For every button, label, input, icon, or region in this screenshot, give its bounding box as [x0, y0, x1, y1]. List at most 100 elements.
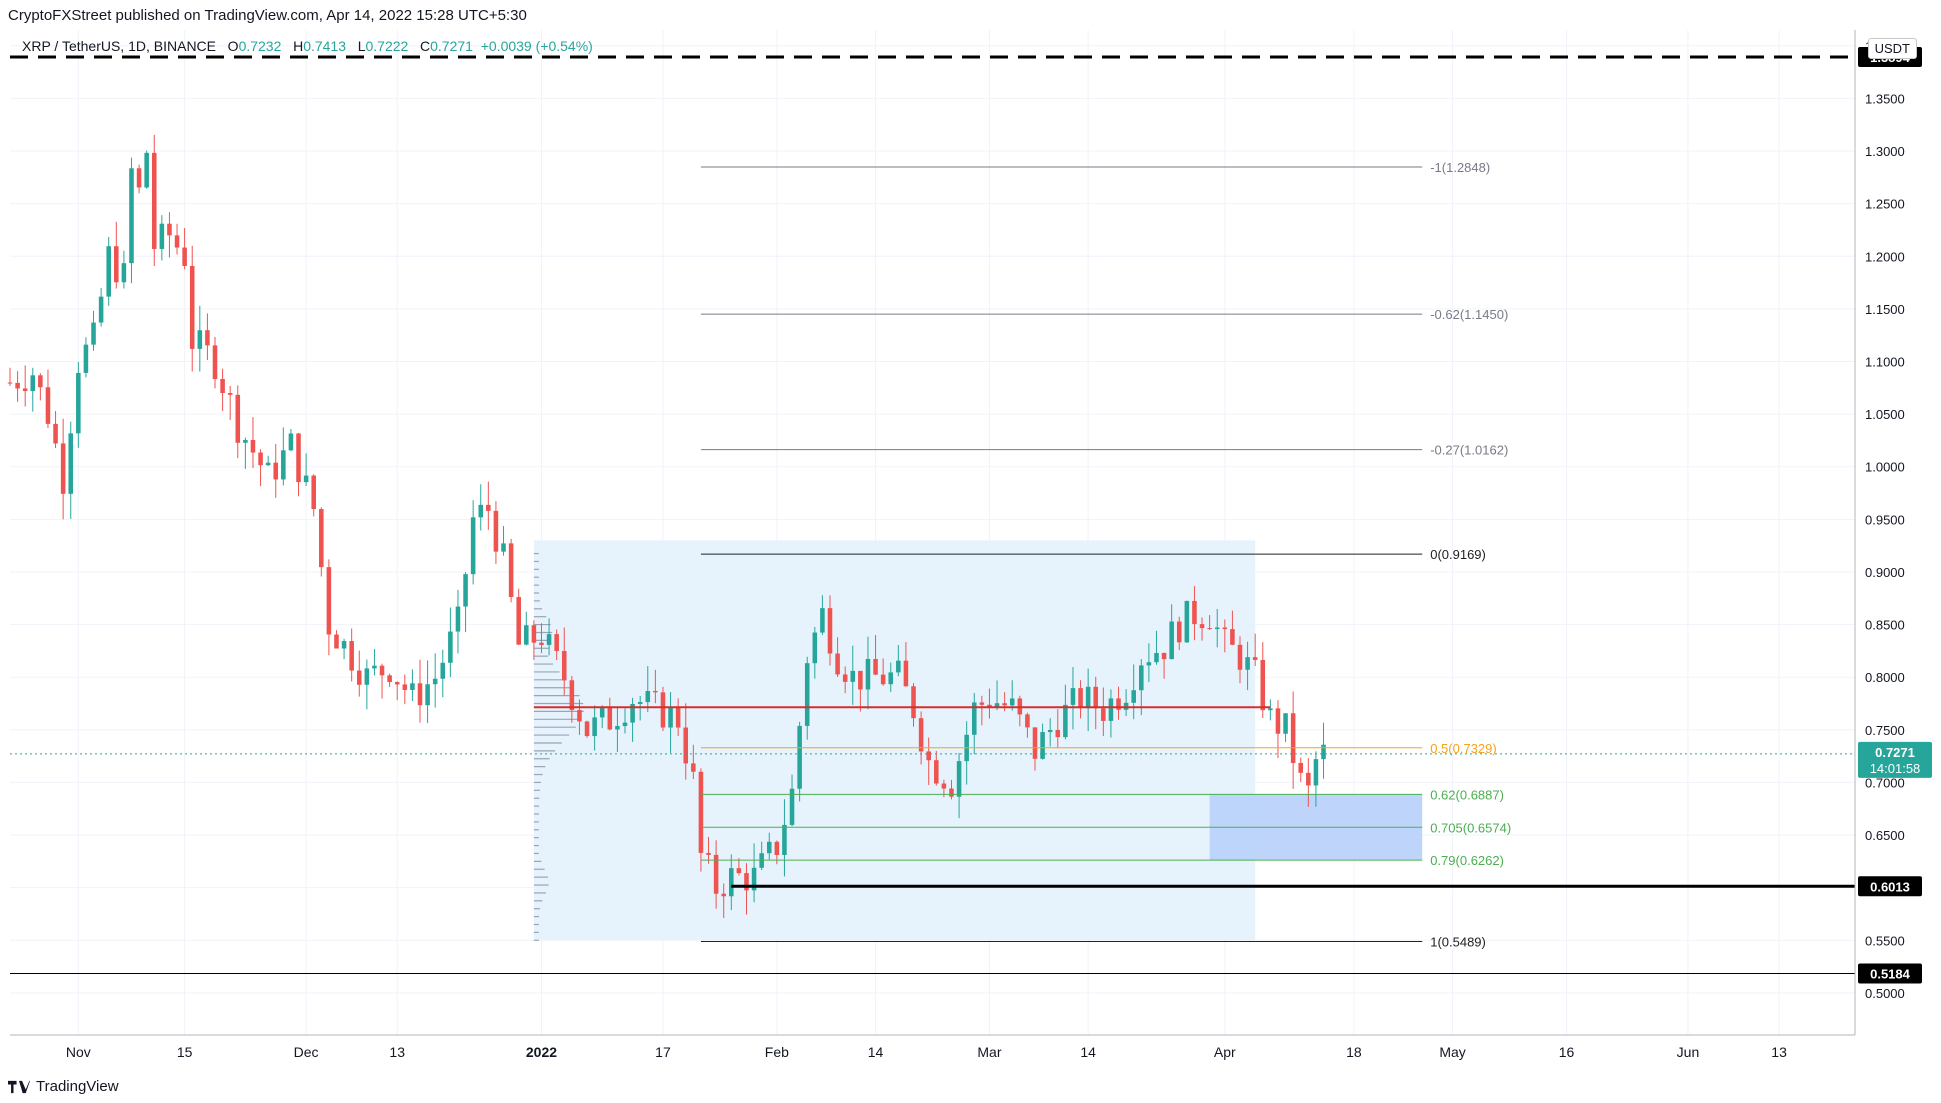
x-tick-label: Jun — [1677, 1044, 1700, 1060]
candle-body — [15, 382, 20, 389]
candle-body — [1268, 708, 1273, 711]
chart-area[interactable]: -1(1.2848) -0.62(1.1450) -0.27(1.0162) 0(0.… — [0, 30, 1941, 1070]
candle-body — [774, 841, 780, 856]
candle-body — [1063, 704, 1068, 738]
x-tick-label: Mar — [977, 1044, 1001, 1060]
x-tick-label: Dec — [294, 1044, 319, 1060]
y-tick-label: 1.0500 — [1865, 407, 1905, 422]
candle-body — [1214, 627, 1220, 630]
candle-body — [569, 680, 575, 711]
candle-body — [812, 632, 818, 664]
axis-price-tag-label: 0.6013 — [1870, 879, 1910, 894]
candle-body — [804, 663, 810, 726]
candle-body — [713, 854, 719, 894]
candle-body — [1146, 662, 1152, 666]
tradingview-logo-icon — [8, 1080, 30, 1093]
candle-body — [410, 683, 415, 690]
current-price-tag — [1858, 741, 1932, 778]
candle-body — [1040, 732, 1045, 759]
x-tick-label: 18 — [1346, 1044, 1362, 1060]
candle-body — [751, 867, 757, 891]
candle-body — [645, 691, 651, 703]
candle-body — [53, 423, 58, 444]
candle-body — [379, 665, 385, 676]
brand-name: TradingView — [36, 1078, 119, 1095]
candle-body — [896, 660, 901, 673]
candle-body — [1298, 762, 1304, 773]
candle-body — [159, 223, 165, 249]
candle-body — [486, 504, 491, 511]
candle-body — [880, 674, 886, 685]
current-price-value: 0.7271 — [1875, 745, 1915, 760]
candle-body — [1245, 657, 1250, 670]
candle-body — [1078, 688, 1083, 709]
candle-body — [174, 235, 180, 248]
y-tick-label: 1.1000 — [1865, 354, 1905, 369]
currency-badge[interactable]: USDT — [1867, 38, 1917, 59]
candle-body — [98, 296, 104, 323]
low-value: 0.7222 — [365, 38, 409, 54]
candle-body — [68, 433, 74, 494]
candle-body — [918, 718, 924, 752]
fib-label: -1(1.2848) — [1430, 160, 1490, 175]
candle-body — [1237, 644, 1243, 670]
candle-body — [1176, 621, 1182, 643]
price-chart[interactable]: -1(1.2848) -0.62(1.1450) -0.27(1.0162) 0(0.… — [0, 30, 1941, 1070]
candle-body — [926, 751, 931, 761]
candle-body — [129, 168, 134, 264]
y-tick-label: 0.5500 — [1865, 933, 1905, 948]
fib-label: 0.79(0.6262) — [1430, 853, 1504, 868]
candle-body — [1184, 600, 1190, 643]
candle-body — [630, 703, 635, 723]
x-tick-label: 15 — [177, 1044, 193, 1060]
candle-body — [311, 475, 316, 510]
candle-body — [227, 393, 233, 395]
candle-body — [956, 761, 962, 797]
symbol-title: XRP / TetherUS, 1D, BINANCE — [22, 38, 216, 54]
x-tick-label: 14 — [868, 1044, 884, 1060]
y-tick-label: 0.6500 — [1865, 828, 1905, 843]
x-tick-label: 13 — [389, 1044, 405, 1060]
candle-body — [1032, 727, 1038, 759]
candle-body — [987, 704, 992, 708]
high-value: 0.7413 — [303, 38, 347, 54]
x-tick-label: Nov — [66, 1044, 91, 1060]
candle-body — [136, 168, 142, 188]
candle-body — [114, 246, 119, 283]
candle-body — [1093, 686, 1099, 709]
candle-body — [1275, 708, 1281, 734]
candle-body — [7, 382, 13, 384]
candle-body — [1131, 690, 1136, 703]
candle-body — [1139, 665, 1144, 691]
tradingview-brand[interactable]: TradingView — [8, 1078, 119, 1095]
candle-body — [1154, 652, 1159, 663]
candle-body — [615, 726, 620, 730]
candle-body — [539, 642, 544, 645]
candle-body — [205, 330, 210, 346]
candle-body — [356, 670, 362, 685]
candle-body — [934, 760, 939, 784]
candle-body — [189, 265, 195, 349]
candle-body — [265, 462, 271, 466]
candle-body — [653, 691, 658, 693]
candle-body — [1169, 621, 1174, 660]
candle-body — [941, 783, 947, 789]
candle-body — [334, 634, 339, 649]
y-tick-label: 0.9000 — [1865, 565, 1905, 580]
y-tick-label: 1.2000 — [1865, 249, 1905, 264]
candle-body — [1252, 657, 1258, 660]
candle-body — [470, 517, 476, 575]
candle-body — [151, 152, 157, 249]
candle-body — [478, 504, 484, 518]
candle-body — [531, 625, 537, 643]
fib-label: 0.5(0.7329) — [1430, 741, 1497, 756]
candle-body — [911, 686, 916, 719]
candle-body — [364, 668, 370, 685]
fib-label: -0.27(1.0162) — [1430, 443, 1508, 458]
candle-body — [463, 574, 468, 607]
candle-body — [220, 379, 225, 394]
y-tick-label: 1.1500 — [1865, 302, 1905, 317]
candle-body — [660, 692, 666, 728]
candle-body — [76, 372, 81, 434]
candle-body — [1199, 624, 1205, 629]
